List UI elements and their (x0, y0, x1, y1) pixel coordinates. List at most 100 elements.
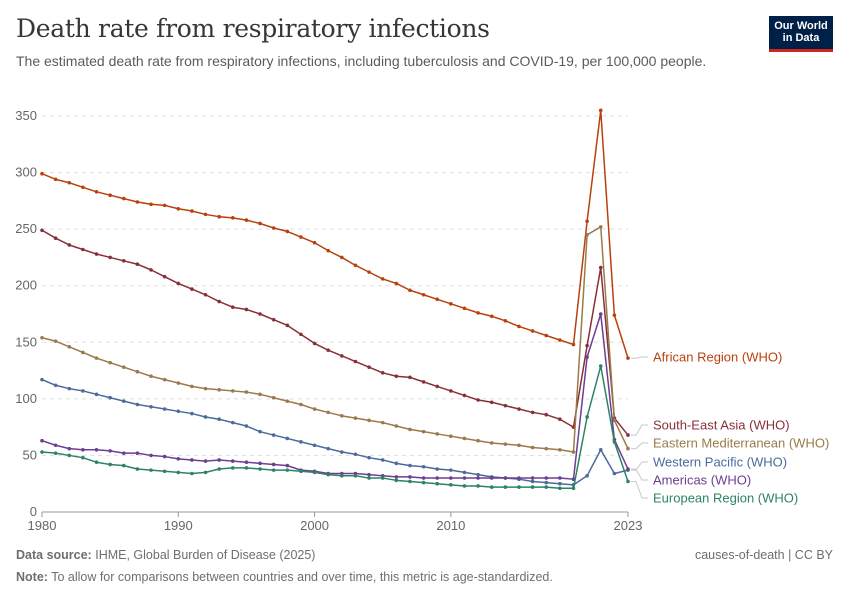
data-point (40, 335, 44, 340)
data-point (67, 386, 72, 391)
data-point (94, 460, 99, 465)
data-point (449, 483, 453, 487)
series-line (41, 226, 629, 453)
y-tick-label: 300 (15, 165, 37, 180)
data-point (285, 468, 290, 472)
y-tick-label: 150 (15, 334, 37, 349)
data-point (312, 341, 317, 346)
data-point (394, 461, 399, 466)
data-point (449, 389, 453, 393)
data-point (135, 369, 140, 374)
data-point (135, 451, 140, 455)
data-point (53, 443, 58, 448)
data-point (489, 476, 494, 480)
data-point (53, 339, 58, 343)
data-point (530, 329, 535, 333)
data-point (94, 447, 99, 452)
data-point (585, 355, 589, 359)
series-label: South-East Asia (WHO) (653, 418, 790, 433)
data-point (258, 392, 262, 397)
data-point (462, 470, 467, 475)
data-point (135, 262, 140, 267)
data-point (517, 324, 521, 329)
data-point (449, 302, 453, 306)
data-point (149, 468, 153, 472)
data-point (162, 407, 167, 411)
data-point (340, 354, 344, 358)
data-point (285, 399, 290, 403)
data-point (598, 108, 603, 113)
y-tick-label: 50 (23, 447, 37, 462)
data-point (326, 446, 330, 451)
data-point (162, 454, 167, 459)
data-point (598, 447, 603, 452)
series-line (41, 229, 629, 436)
data-point (394, 478, 399, 483)
data-point (353, 359, 358, 364)
data-point (162, 377, 167, 382)
data-point (53, 451, 58, 455)
data-point (230, 389, 235, 393)
data-point (544, 333, 549, 338)
label-connector (631, 480, 648, 499)
data-point (421, 292, 426, 297)
data-point (544, 485, 549, 489)
data-point (149, 404, 153, 409)
data-point (326, 348, 330, 353)
data-point (258, 429, 262, 434)
data-point (67, 345, 72, 349)
data-point (258, 467, 262, 471)
data-point (190, 287, 194, 291)
data-point (476, 476, 480, 480)
data-point (503, 485, 508, 489)
logo-line-1: Our World (774, 20, 828, 32)
footer-license[interactable]: causes-of-death | CC BY (694, 548, 833, 562)
data-point (149, 453, 153, 458)
data-point (271, 395, 276, 400)
data-point (149, 374, 153, 379)
data-point (94, 392, 99, 397)
data-point (312, 407, 317, 411)
series-label: Western Pacific (WHO) (653, 455, 787, 470)
data-point (230, 216, 235, 220)
data-point (271, 468, 276, 472)
data-point (367, 418, 371, 423)
data-point (230, 305, 235, 310)
data-point (149, 202, 153, 207)
data-point (40, 438, 44, 443)
chart-title: Death rate from respiratory infections (16, 14, 490, 43)
label-connector (631, 356, 648, 359)
data-point (149, 268, 153, 272)
data-point (435, 432, 440, 436)
data-point (190, 384, 194, 389)
data-point (285, 463, 290, 468)
data-point (517, 443, 521, 448)
owid-logo[interactable]: Our World in Data (769, 16, 833, 52)
data-point (503, 403, 508, 408)
data-point (217, 458, 221, 462)
data-point (585, 415, 589, 419)
data-point (108, 449, 112, 453)
data-point (462, 393, 467, 398)
x-tick-label: 2000 (300, 518, 329, 533)
data-point (94, 356, 99, 360)
footer-note: Note: To allow for comparisons between c… (16, 570, 553, 584)
data-point (517, 485, 521, 489)
data-point (462, 484, 467, 488)
data-point (421, 480, 426, 485)
data-point (394, 281, 399, 286)
data-point (408, 288, 412, 293)
data-point (299, 235, 303, 239)
data-point (121, 451, 126, 455)
data-point (53, 383, 58, 388)
series-label: European Region (WHO) (653, 491, 798, 506)
data-point (299, 440, 303, 444)
data-point (121, 196, 126, 201)
data-point (94, 190, 99, 194)
data-point (135, 402, 140, 407)
source-text[interactable]: IHME, Global Burden of Disease (2025) (95, 548, 316, 562)
data-point (299, 469, 303, 474)
data-point (53, 236, 58, 240)
data-point (612, 471, 617, 476)
data-point (121, 259, 126, 263)
